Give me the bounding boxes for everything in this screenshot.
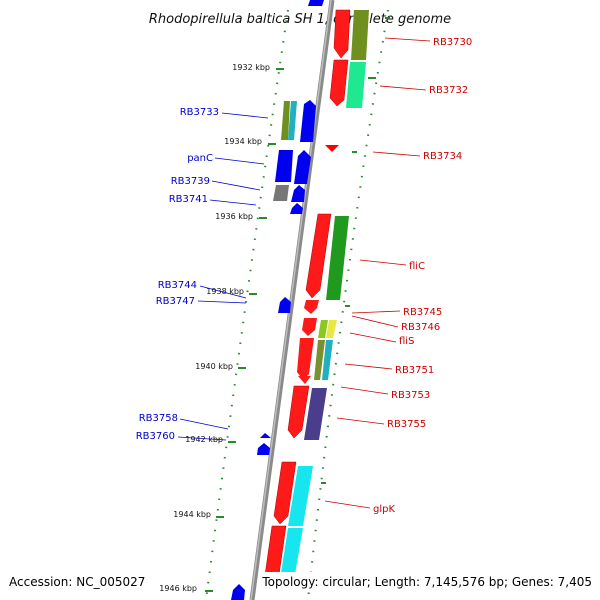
gene-panc-next [294,150,311,184]
left-gene-labels: RB3733 panC RB3739 RB3741 RB3744 RB3747 … [136,107,219,442]
kbp-label: 1944 kbp [173,510,211,519]
gene-rb3745 [304,300,319,314]
kbp-label: 1934 kbp [224,137,262,146]
gene-rb3733-blue [300,100,316,142]
gene-label: fliC [409,261,425,272]
gene-rb3741 [290,203,303,214]
gene-label: RB3753 [391,390,430,401]
gene-rb3751-mate2 [322,340,333,380]
gene-rb3730 [333,9,351,59]
gene-rb3734 [325,145,339,152]
gene-rb3746 [302,318,317,336]
gene-rb3760 [257,443,270,455]
gene-rb3732-mate [346,62,366,108]
kbp-label: 1932 kbp [232,63,270,72]
accession-text: Accession: NC_005027 [9,575,145,589]
gene-label: RB3744 [158,280,197,291]
left-leader-lines [177,112,269,441]
gene-rb3739 [273,185,289,201]
gene-top-blue [308,0,324,6]
gene-label: RB3760 [136,431,175,442]
gene-label: RB3741 [169,194,208,205]
gene-label: RB3746 [401,322,440,333]
gene-label: RB3732 [429,85,468,96]
gene-flic [305,213,332,299]
right-leader-lines [324,37,431,509]
gene-label: RB3734 [423,151,462,162]
kbp-label: 1936 kbp [215,212,253,221]
gene-rb3758 [260,433,271,438]
kbp-labels: 1932 kbp 1934 kbp 1936 kbp 1938 kbp 1940… [159,63,270,593]
reverse-strand-genes [263,9,369,592]
gene-flis [318,320,328,338]
gene-label: RB3739 [171,176,210,187]
gene-rb3733 [281,101,290,140]
gene-rb3747 [278,297,291,313]
gene-rb3730-mate [351,10,369,60]
gene-flic-mate [326,216,349,300]
gene-bottom-blue [231,584,245,600]
gene-rb3739-blue [291,185,305,202]
forward-strand-genes [231,0,324,600]
gene-label: RB3751 [395,365,434,376]
gene-flis-mate [326,320,337,338]
gene-label: RB3755 [387,419,426,430]
gene-rb3733-mate [288,101,297,140]
gene-label: fliS [399,336,414,347]
gene-label: RB3747 [156,296,195,307]
genome-title: Rhodopirellula baltica SH 1, complete ge… [149,12,451,27]
kbp-label: 1946 kbp [159,584,197,593]
gene-rb3753 [298,376,311,384]
gene-label: RB3733 [180,107,219,118]
gene-label: panC [187,153,213,164]
gene-label: RB3745 [403,307,442,318]
gene-label: RB3730 [433,37,472,48]
gene-label: RB3758 [139,413,178,424]
kbp-label: 1942 kbp [185,435,223,444]
gene-rb3732 [329,59,349,107]
gene-rb3755-mate [304,388,327,440]
gene-panc [275,150,293,182]
genome-summary-text: Topology: circular; Length: 7,145,576 bp… [261,575,592,589]
right-gene-labels: RB3730 RB3732 RB3734 fliC RB3745 RB3746 … [373,37,472,515]
gene-label: glpK [373,504,395,515]
kbp-label: 1940 kbp [195,362,233,371]
footer-backing-left [6,572,148,592]
genome-backbone [249,0,335,600]
gene-rb3751 [297,338,314,380]
kbp-label: 1938 kbp [206,287,244,296]
footer-backing-right [260,572,596,592]
gene-rb3755 [287,385,310,439]
gene-glpk-mate [288,466,313,526]
gene-glpk [273,461,297,525]
outer-tick-track [321,17,390,484]
gene-rb3751-mate [314,340,325,380]
kbp-tick-marks [205,68,284,592]
